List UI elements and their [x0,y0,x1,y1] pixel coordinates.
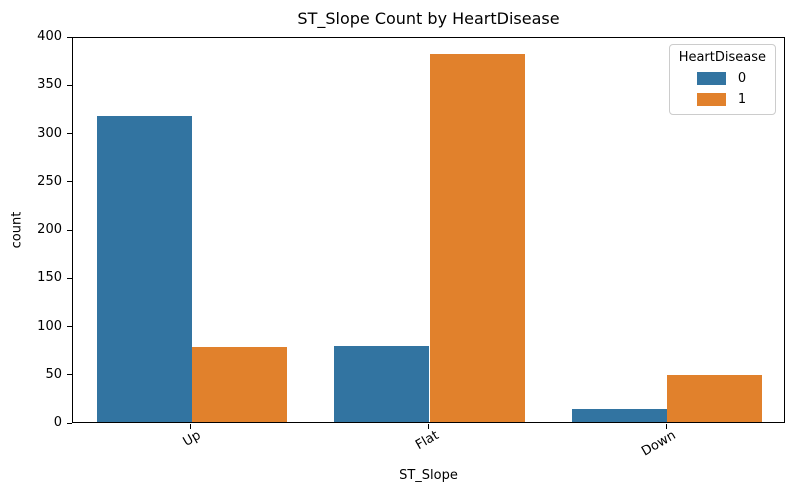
y-tick-label: 300 [37,125,62,141]
y-tick-label: 400 [37,29,62,44]
y-tick-mark [67,84,72,86]
bar-flat-hd0 [334,345,430,422]
x-tick-label-flat: Flat [412,428,441,454]
y-tick-mark [67,422,72,424]
x-tick-mark [428,424,429,429]
y-tick-label: 200 [37,222,62,237]
y-tick-mark [67,181,72,183]
y-tick-mark [67,374,72,376]
bar-down-hd0 [572,408,668,422]
x-tick-mark [190,424,192,429]
y-tick-label: 350 [37,77,62,93]
bar-up-hd1 [191,346,287,422]
y-tick-label: 250 [37,173,62,189]
legend-item-1: 1 [679,92,766,107]
legend-swatch-icon [696,72,726,85]
y-tick-mark [67,326,72,327]
y-tick-mark [67,133,72,134]
x-tick-label-down: Down [639,428,679,460]
chart-title: ST_Slope Count by HeartDisease [297,9,560,28]
bar-flat-hd1 [429,54,525,422]
legend-label: 0 [737,71,747,86]
y-tick-mark [67,229,72,231]
y-tick-label: 150 [37,270,62,286]
y-tick-label: 50 [45,366,62,382]
legend-label: 1 [737,92,747,107]
legend-swatch-icon [696,93,726,106]
bar-up-hd0 [96,116,192,422]
y-tick-mark [67,277,72,279]
x-axis-label: ST_Slope [399,468,458,483]
y-tick-label: 0 [53,415,62,430]
bar-down-hd1 [667,374,763,422]
legend-title: HeartDisease [678,50,766,65]
x-tick-label-up: Up [180,428,204,450]
x-tick-mark [665,424,667,429]
y-tick-label: 100 [37,318,62,334]
legend-item-0: 0 [679,71,766,86]
y-tick-mark [67,36,72,38]
